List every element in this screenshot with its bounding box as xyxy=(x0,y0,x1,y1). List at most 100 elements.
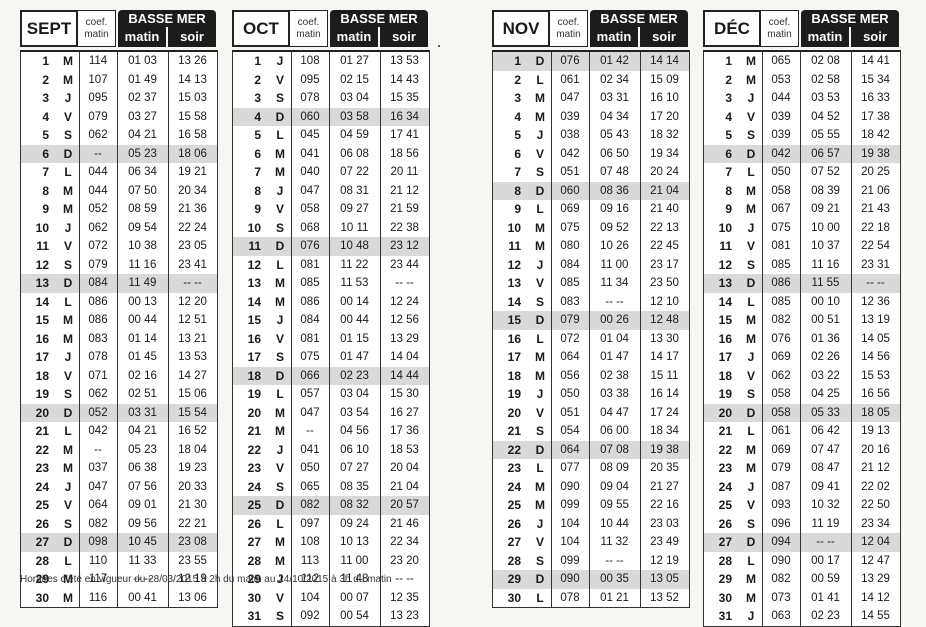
day-cell: 20 V xyxy=(493,406,551,420)
table-row: 27 D 098 10 45 23 08 xyxy=(21,533,217,552)
low-tide-evening: 14 05 xyxy=(861,332,890,345)
day-number: 26 xyxy=(718,516,732,531)
low-tide-evening: 21 04 xyxy=(650,184,679,197)
table-row: 2 M 107 01 49 14 13 xyxy=(21,71,217,90)
day-number: 19 xyxy=(718,387,732,402)
weekday-letter: J xyxy=(276,313,284,328)
low-tide-evening: 16 10 xyxy=(650,92,679,105)
day-number: 16 xyxy=(718,331,732,346)
weekday-letter: J xyxy=(747,220,755,235)
low-tide-evening: -- -- xyxy=(395,573,414,586)
low-tide-evening: 17 36 xyxy=(390,425,419,438)
table-row: 5 J 038 05 43 18 32 xyxy=(493,126,689,145)
weekday-letter: M xyxy=(275,276,285,291)
coef-value: 104 xyxy=(560,517,580,530)
weekday-letter: J xyxy=(747,479,755,494)
table-row: 10 S 068 10 11 22 38 xyxy=(233,219,429,238)
coef-value: 083 xyxy=(88,332,108,345)
table-row: 4 V 079 03 27 15 58 xyxy=(21,108,217,127)
low-tide-morning: 02 23 xyxy=(811,610,840,623)
day-cell: 18 D xyxy=(233,369,291,383)
day-number: 27 xyxy=(247,535,261,550)
coef-value: 108 xyxy=(300,55,320,68)
day-number: 29 xyxy=(718,572,732,587)
table-row: 5 L 045 04 59 17 41 xyxy=(233,126,429,145)
table-row: 6 V 042 06 50 19 34 xyxy=(493,145,689,164)
low-tide-morning: 01 41 xyxy=(811,591,840,604)
table-row: 18 V 071 02 16 14 27 xyxy=(21,367,217,386)
low-tide-morning: 04 25 xyxy=(811,388,840,401)
month-name: SEPT xyxy=(20,10,78,47)
low-tide-morning: 01 47 xyxy=(600,351,629,364)
day-number: 11 xyxy=(508,239,521,254)
low-tide-morning: -- -- xyxy=(605,554,624,567)
weekday-letter: V xyxy=(746,239,755,254)
low-tide-evening: 23 12 xyxy=(390,240,419,253)
table-row: 28 S 099 -- -- 12 19 xyxy=(493,552,689,571)
table-row: 1 D 076 01 42 14 14 xyxy=(493,52,689,71)
weekday-letter: S xyxy=(63,516,72,531)
month-body: 1 M 114 01 03 13 26 2 M 107 01 49 14 13 3 J 095 02 37… xyxy=(20,50,218,608)
low-tide-evening: 20 25 xyxy=(861,166,890,179)
weekday-letter: L xyxy=(536,331,544,346)
low-tide-evening: -- -- xyxy=(866,277,885,290)
low-tide-evening: 23 55 xyxy=(178,554,207,567)
coef-value: 085 xyxy=(771,295,791,308)
day-cell: 23 V xyxy=(233,461,291,475)
footer-note: Horaires d'été en vigueur du 28/03/2015 … xyxy=(20,574,392,585)
low-tide-evening: 13 06 xyxy=(178,591,207,604)
low-tide-morning: 01 15 xyxy=(340,332,369,345)
basse-mer-subheader: matin soir xyxy=(801,27,899,47)
day-number: 30 xyxy=(718,590,732,605)
day-cell: 16 L xyxy=(493,332,551,346)
day-number: 31 xyxy=(247,609,261,624)
low-tide-morning: 11 32 xyxy=(600,536,629,549)
coef-value: 104 xyxy=(560,536,580,549)
day-number: 17 xyxy=(507,350,521,365)
low-tide-morning: 06 34 xyxy=(128,166,157,179)
low-tide-morning: 11 19 xyxy=(811,517,840,530)
basse-mer-header: BASSE MER matin soir xyxy=(118,10,216,47)
day-number: 23 xyxy=(718,461,732,476)
weekday-letter: S xyxy=(63,387,72,402)
low-tide-morning: 04 59 xyxy=(340,129,369,142)
table-row: 8 M 058 08 39 21 06 xyxy=(704,182,900,201)
day-cell: 31 J xyxy=(704,609,762,623)
day-cell: 18 M xyxy=(493,369,551,383)
day-number: 3 xyxy=(254,91,261,106)
day-number: 1 xyxy=(725,54,732,69)
day-number: 24 xyxy=(35,479,49,494)
low-tide-morning: 00 54 xyxy=(340,610,369,623)
coef-value: 082 xyxy=(771,573,791,586)
low-tide-morning: 09 01 xyxy=(128,499,157,512)
weekday-letter: J xyxy=(747,91,755,106)
day-number: 29 xyxy=(507,572,521,587)
weekday-letter: M xyxy=(63,572,73,587)
weekday-letter: M xyxy=(746,572,756,587)
weekday-letter: S xyxy=(275,220,284,235)
low-tide-evening: 12 48 xyxy=(650,314,679,327)
low-tide-evening: 14 43 xyxy=(390,73,419,86)
low-tide-morning: 09 56 xyxy=(128,517,157,530)
weekday-letter: L xyxy=(64,424,72,439)
low-tide-evening: 20 16 xyxy=(861,443,890,456)
coef-value: 062 xyxy=(88,221,108,234)
low-tide-evening: 15 11 xyxy=(650,369,679,382)
day-cell: 11 V xyxy=(704,239,762,253)
low-tide-morning: 06 57 xyxy=(811,147,840,160)
day-number: 15 xyxy=(507,313,521,328)
weekday-letter: M xyxy=(535,368,545,383)
day-cell: 15 M xyxy=(21,313,79,327)
coef-value: 054 xyxy=(560,425,580,438)
weekday-letter: S xyxy=(746,257,755,272)
low-tide-evening: 14 04 xyxy=(390,351,419,364)
day-number: 29 xyxy=(247,572,261,587)
low-tide-evening: 20 34 xyxy=(178,184,207,197)
table-row: 17 J 069 02 26 14 56 xyxy=(704,348,900,367)
day-number: 18 xyxy=(507,368,521,383)
